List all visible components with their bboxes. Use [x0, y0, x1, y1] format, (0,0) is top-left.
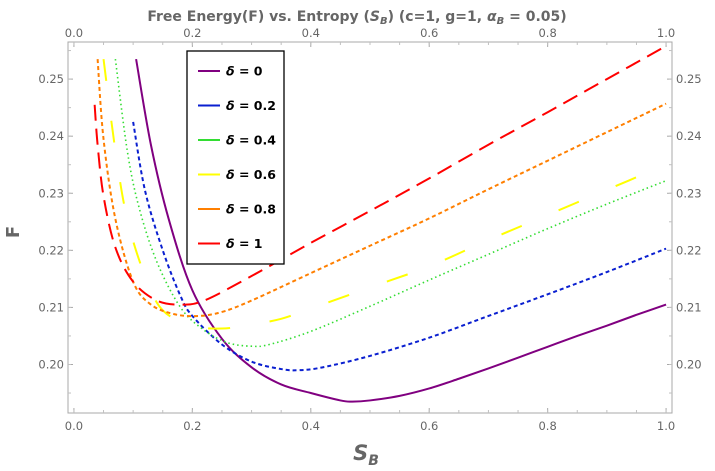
legend: δ = 0 δ = 0.2 δ = 0.4 δ = 0.6 δ = 0.8 δ = 1	[186, 50, 285, 265]
legend-label: δ = 0.6	[226, 167, 276, 182]
legend-box	[186, 50, 285, 265]
y-tick-label-right: 0.21	[676, 300, 702, 314]
y-tick-label-left: 0.22	[38, 243, 64, 257]
legend-entry: δ = 0	[198, 64, 263, 79]
legend-entry: δ = 0.8	[198, 202, 276, 217]
x-tick-label-top: 0.8	[538, 26, 556, 40]
x-tick-label-bottom: 0.0	[65, 419, 83, 433]
axis-tick-labels: 0.0 0.0 0.2 0.2 0.4 0.4 0.6 0.6 0.8 0.8 1.0 1.0 0.20…	[38, 26, 701, 433]
legend-entry: δ = 0.4	[198, 133, 276, 148]
y-tick-label-left: 0.20	[38, 357, 64, 371]
x-tick-label-bottom: 0.2	[183, 419, 201, 433]
series-line-delta-1	[93, 45, 667, 306]
chart-title: Free Energy(F) vs. Entropy (SB) (c=1, g=…	[147, 9, 566, 27]
y-tick-label-left: 0.24	[38, 129, 64, 143]
y-tick-label-right: 0.24	[676, 129, 702, 143]
y-tick-label-right: 0.22	[676, 243, 702, 257]
plot-frame	[67, 41, 673, 414]
y-tick-label-right: 0.25	[676, 72, 702, 86]
x-tick-label-top: 1.0	[657, 26, 675, 40]
legend-label: δ = 0.8	[226, 202, 276, 217]
y-axis-title: F	[3, 226, 24, 238]
legend-label: δ = 0.4	[226, 133, 276, 148]
series-line-delta-0-8	[96, 59, 667, 318]
legend-entry: δ = 0.6	[198, 167, 276, 182]
series-group	[93, 45, 667, 403]
y-tick-label-right: 0.20	[676, 357, 702, 371]
x-tick-label-bottom: 0.8	[538, 419, 556, 433]
x-tick-label-bottom: 1.0	[657, 419, 675, 433]
axis-ticks	[68, 42, 672, 413]
legend-entry: δ = 1	[198, 236, 262, 251]
legend-label: δ = 0	[226, 64, 263, 79]
y-tick-label-right: 0.23	[676, 186, 702, 200]
legend-entry: δ = 0.2	[198, 98, 276, 113]
x-axis-title: SB	[353, 441, 379, 469]
x-tick-label-bottom: 0.4	[302, 419, 320, 433]
legend-label: δ = 0.2	[226, 98, 276, 113]
y-tick-label-left: 0.25	[38, 72, 64, 86]
legend-label: δ = 1	[226, 236, 262, 251]
x-tick-label-top: 0.4	[302, 26, 320, 40]
x-tick-label-bottom: 0.6	[420, 419, 438, 433]
x-tick-label-top: 0.2	[183, 26, 201, 40]
series-line-delta-0-2	[132, 121, 667, 372]
x-tick-label-top: 0.6	[420, 26, 438, 40]
x-tick-label-top: 0.0	[65, 26, 83, 40]
y-tick-label-left: 0.21	[38, 300, 64, 314]
series-line-delta-0	[135, 58, 667, 403]
y-tick-label-left: 0.23	[38, 186, 64, 200]
